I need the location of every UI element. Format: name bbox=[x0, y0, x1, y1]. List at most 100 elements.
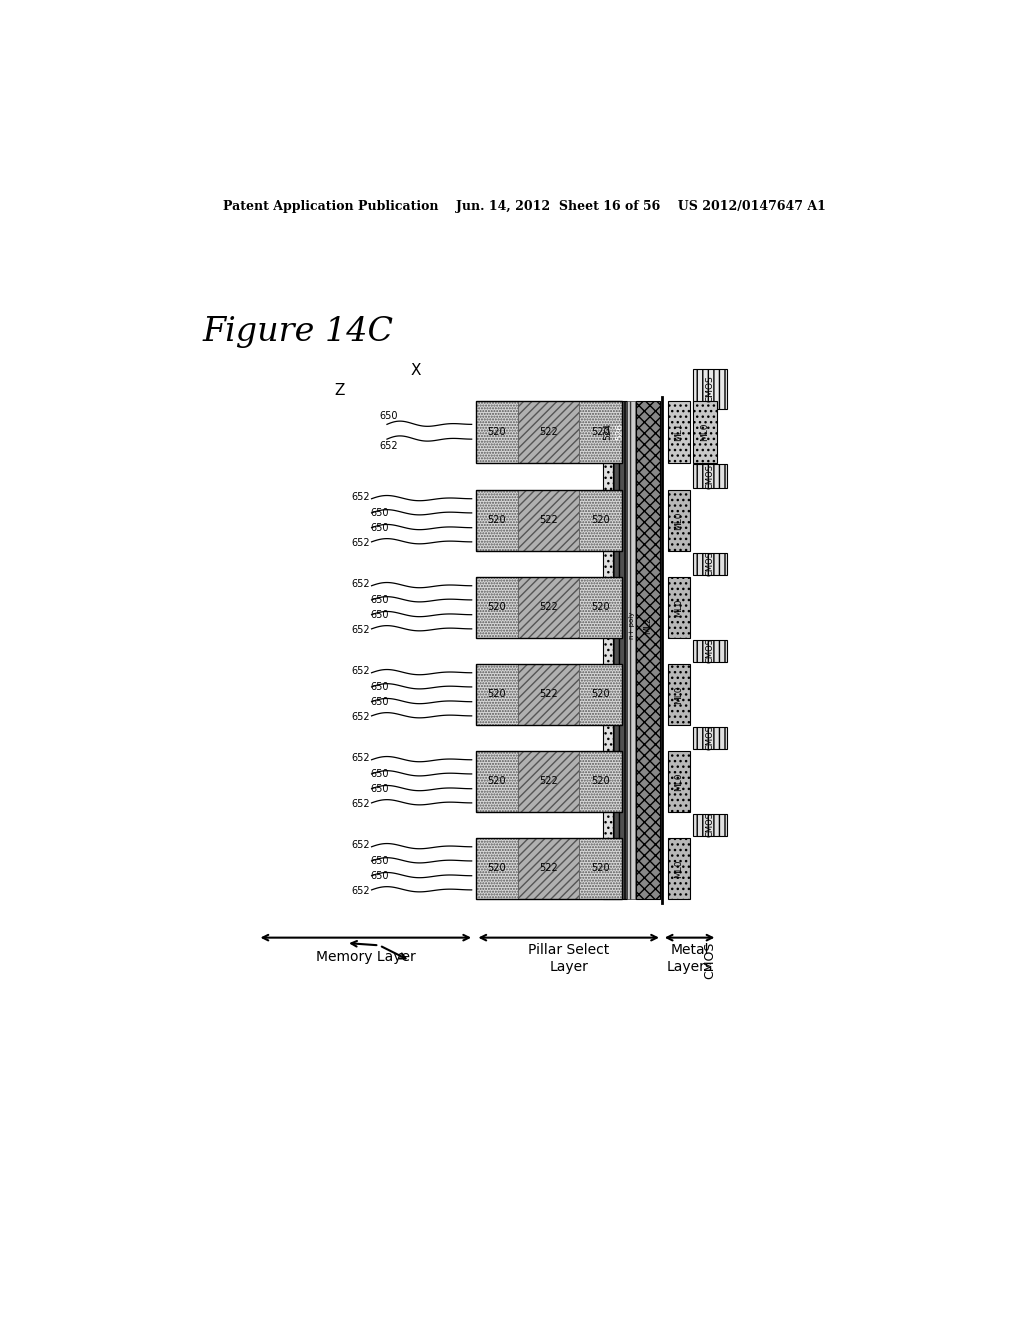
Bar bbox=[692, 553, 727, 576]
Bar bbox=[475, 401, 518, 462]
Text: 652: 652 bbox=[351, 539, 370, 548]
Text: 652: 652 bbox=[351, 626, 370, 635]
Bar bbox=[692, 726, 727, 748]
Text: ML0: ML0 bbox=[674, 598, 683, 616]
Text: 652: 652 bbox=[379, 441, 398, 450]
Text: 652: 652 bbox=[351, 667, 370, 676]
Text: ML0: ML0 bbox=[674, 772, 683, 791]
Bar bbox=[580, 490, 622, 552]
Bar bbox=[580, 577, 622, 638]
Text: 520: 520 bbox=[487, 776, 506, 787]
Text: 520: 520 bbox=[591, 426, 610, 437]
Text: 520: 520 bbox=[487, 515, 506, 525]
Text: 652: 652 bbox=[351, 800, 370, 809]
Text: 650: 650 bbox=[371, 770, 389, 779]
Text: 652: 652 bbox=[351, 492, 370, 502]
Text: 650: 650 bbox=[379, 412, 397, 421]
Text: ML1: ML1 bbox=[674, 422, 683, 441]
Text: 520: 520 bbox=[591, 515, 610, 525]
Bar bbox=[580, 751, 622, 812]
Text: 652: 652 bbox=[351, 887, 370, 896]
Text: CMOS: CMOS bbox=[703, 942, 717, 979]
Text: 650: 650 bbox=[371, 595, 389, 605]
Bar bbox=[518, 838, 580, 899]
Bar bbox=[692, 368, 727, 409]
Bar bbox=[518, 751, 580, 812]
Text: 520: 520 bbox=[591, 863, 610, 874]
Bar bbox=[668, 751, 689, 812]
Text: 524: 524 bbox=[603, 424, 612, 441]
Bar bbox=[628, 401, 637, 899]
Bar bbox=[668, 401, 689, 462]
Text: Metal
Layers: Metal Layers bbox=[667, 944, 713, 974]
Text: 522: 522 bbox=[540, 689, 558, 700]
Bar bbox=[475, 664, 622, 725]
Bar bbox=[475, 664, 518, 725]
Text: 520: 520 bbox=[487, 863, 506, 874]
Bar bbox=[692, 401, 717, 462]
Text: 652: 652 bbox=[351, 754, 370, 763]
Bar bbox=[692, 465, 727, 488]
Text: Pillar Select
Layer: Pillar Select Layer bbox=[528, 944, 609, 974]
Bar bbox=[475, 577, 622, 638]
Text: ML0: ML0 bbox=[674, 859, 683, 878]
Text: 526: 526 bbox=[615, 424, 625, 441]
Text: 522: 522 bbox=[540, 426, 558, 437]
Text: ML2: ML2 bbox=[643, 616, 652, 634]
Bar bbox=[518, 490, 580, 552]
Text: n+ poly: n+ poly bbox=[629, 611, 635, 639]
Bar bbox=[475, 838, 518, 899]
Bar bbox=[668, 490, 689, 552]
Bar bbox=[668, 838, 689, 899]
Text: 650: 650 bbox=[371, 784, 389, 793]
Text: Figure 14C: Figure 14C bbox=[203, 315, 394, 347]
Text: CMOS: CMOS bbox=[706, 725, 715, 750]
Text: 520: 520 bbox=[591, 602, 610, 612]
Text: ML0: ML0 bbox=[674, 685, 683, 704]
Text: 522: 522 bbox=[540, 602, 558, 612]
Text: 520: 520 bbox=[591, 689, 610, 700]
Text: CMOS: CMOS bbox=[706, 552, 715, 577]
Text: Patent Application Publication    Jun. 14, 2012  Sheet 16 of 56    US 2012/01476: Patent Application Publication Jun. 14, … bbox=[223, 199, 826, 213]
Text: 520: 520 bbox=[487, 602, 506, 612]
Bar bbox=[475, 838, 622, 899]
Bar bbox=[475, 577, 518, 638]
Bar bbox=[692, 640, 727, 663]
Bar bbox=[692, 813, 727, 836]
Text: ML0: ML0 bbox=[674, 511, 683, 529]
Text: 650: 650 bbox=[371, 508, 389, 517]
Text: 650: 650 bbox=[371, 871, 389, 880]
Text: CMOS: CMOS bbox=[706, 375, 715, 403]
Text: 650: 650 bbox=[371, 523, 389, 533]
Text: 520: 520 bbox=[487, 689, 506, 700]
Text: 652: 652 bbox=[351, 579, 370, 589]
Bar bbox=[475, 751, 622, 812]
Text: CMOS: CMOS bbox=[706, 463, 715, 488]
Text: 650: 650 bbox=[371, 610, 389, 619]
Text: 522: 522 bbox=[540, 776, 558, 787]
Bar bbox=[475, 490, 622, 552]
Bar bbox=[668, 664, 689, 725]
Text: X: X bbox=[411, 363, 421, 378]
Bar bbox=[518, 401, 580, 462]
Bar bbox=[613, 401, 628, 899]
Text: Memory Layer: Memory Layer bbox=[316, 950, 416, 964]
Text: 520: 520 bbox=[591, 776, 610, 787]
Bar bbox=[518, 664, 580, 725]
Bar bbox=[518, 577, 580, 638]
Text: 652: 652 bbox=[351, 841, 370, 850]
Text: CMOS: CMOS bbox=[706, 812, 715, 837]
Bar bbox=[637, 401, 659, 899]
Bar bbox=[668, 577, 689, 638]
Text: Z: Z bbox=[334, 383, 344, 397]
Bar bbox=[580, 664, 622, 725]
Bar bbox=[602, 401, 613, 899]
Text: CMOS: CMOS bbox=[706, 639, 715, 664]
Bar bbox=[580, 401, 622, 462]
Text: 650: 650 bbox=[371, 682, 389, 692]
Bar bbox=[475, 490, 518, 552]
Text: ML0: ML0 bbox=[700, 422, 710, 441]
Text: 522: 522 bbox=[540, 863, 558, 874]
Bar bbox=[475, 401, 622, 462]
Text: 652: 652 bbox=[351, 713, 370, 722]
